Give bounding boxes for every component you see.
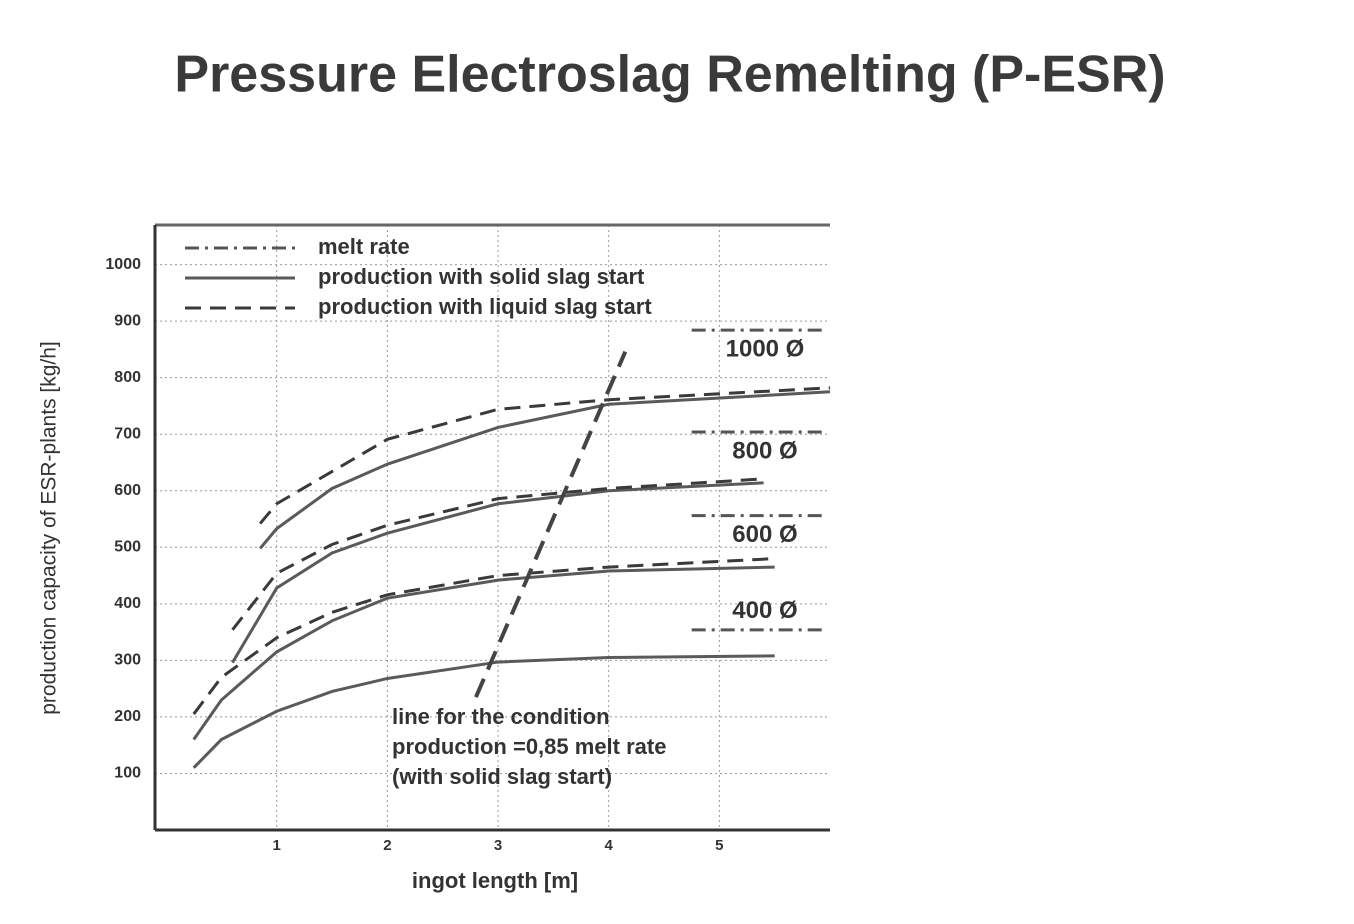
solid-start-line	[192, 654, 775, 769]
diameter-label: 400 Ø	[732, 597, 797, 624]
legend-label: production with liquid slag start	[318, 294, 652, 319]
y-tick-label: 100	[114, 765, 141, 782]
legend-label: melt rate	[318, 234, 410, 259]
y-tick-label: 400	[114, 595, 141, 612]
y-axis-label: production capacity of ESR-plants [kg/h]	[38, 341, 61, 715]
y-tick-label: 900	[114, 312, 141, 329]
x-tick-label: 1	[273, 837, 281, 854]
y-tick-label: 300	[114, 652, 141, 669]
condition-label: (with solid slag start)	[392, 764, 612, 789]
condition-label: line for the condition	[392, 704, 610, 729]
y-tick-label: 500	[114, 539, 141, 556]
y-tick-label: 800	[114, 369, 141, 386]
chart-title: Pressure Electroslag Remelting (P-ESR)	[174, 46, 1165, 104]
diameter-label: 800 Ø	[732, 437, 797, 464]
liquid-start-line	[258, 386, 831, 525]
x-axis-label: ingot length [m]	[412, 868, 578, 893]
x-tick-label: 4	[605, 837, 614, 854]
condition-line	[474, 350, 628, 698]
solid-start-line	[231, 481, 764, 664]
condition-label: production =0,85 melt rate	[392, 734, 666, 759]
y-tick-label: 600	[114, 482, 141, 499]
diameter-label: 600 Ø	[732, 521, 797, 548]
x-tick-label: 5	[715, 837, 723, 854]
diameter-label: 1000 Ø	[726, 336, 805, 363]
legend-label: production with solid slag start	[318, 264, 645, 289]
solid-start-line	[258, 390, 831, 550]
liquid-start-line	[192, 557, 775, 715]
y-tick-label: 200	[114, 708, 141, 725]
y-tick-label: 1000	[105, 256, 141, 273]
x-tick-label: 2	[383, 837, 391, 854]
y-tick-label: 700	[114, 425, 141, 442]
solid-start-line	[192, 565, 775, 741]
x-tick-label: 3	[494, 837, 502, 854]
